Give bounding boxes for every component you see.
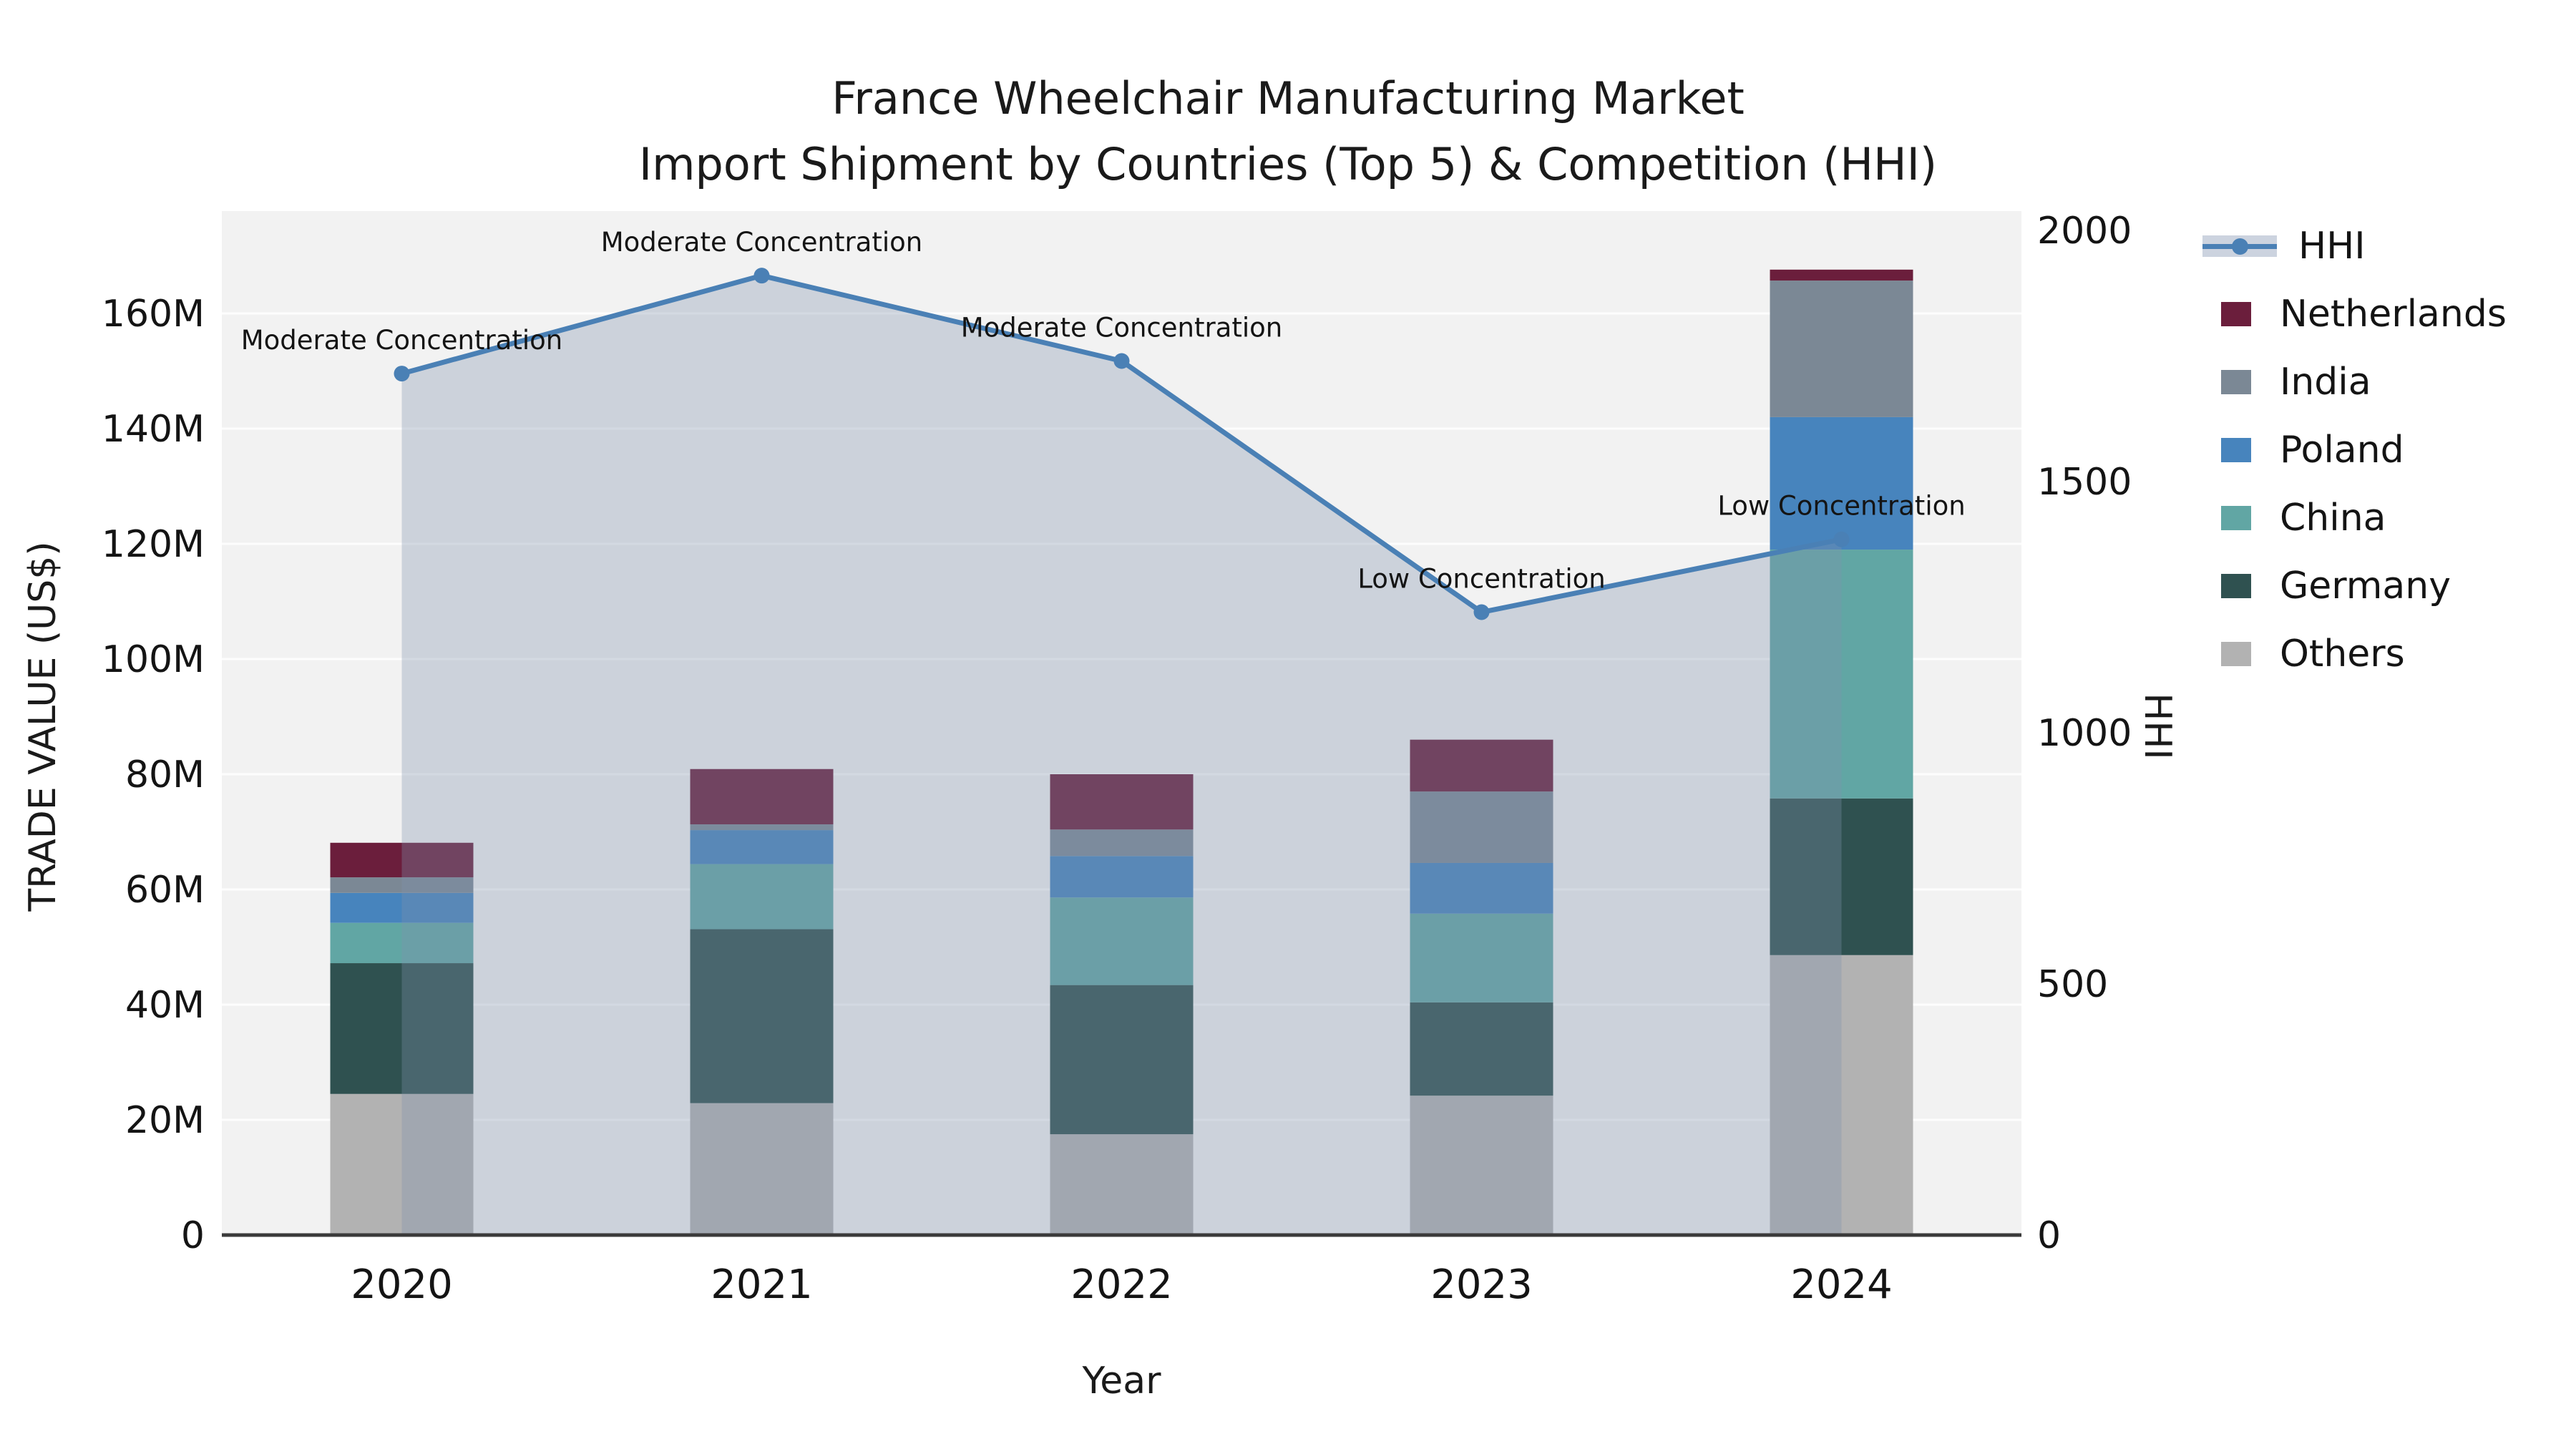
x-axis-title: Year	[1082, 1360, 1161, 1402]
annotation-2021: Moderate Concentration	[601, 227, 922, 258]
bar-segment-netherlands-2023	[1410, 739, 1553, 792]
legend-label-germany: Germany	[2280, 565, 2451, 608]
x-tick-2021: 2021	[711, 1262, 813, 1308]
legend-label-india: India	[2280, 361, 2371, 404]
y-left-tick-80M: 80M	[125, 753, 205, 796]
x-tick-2022: 2022	[1070, 1262, 1173, 1308]
bar-segment-china-2023	[1410, 913, 1553, 1002]
bar-segment-germany-2024	[1770, 798, 1913, 955]
x-tick-2020: 2020	[351, 1262, 453, 1308]
legend-swatch-india	[2221, 370, 2251, 394]
bar-segment-germany-2022	[1050, 985, 1194, 1135]
bar-segment-china-2021	[690, 864, 834, 930]
legend-item-germany: Germany	[2202, 563, 2507, 609]
bar-segment-poland-2021	[690, 830, 834, 864]
legend-label-netherlands: Netherlands	[2280, 293, 2507, 336]
legend-item-others: Others	[2202, 631, 2507, 677]
bar-segment-india-2024	[1770, 280, 1913, 417]
hhi-legend-marker-icon	[2202, 235, 2277, 257]
bar-segment-china-2022	[1050, 897, 1194, 985]
bar-segment-netherlands-2021	[690, 769, 834, 825]
legend-item-india: India	[2202, 359, 2507, 405]
bar-segment-others-2024	[1770, 955, 1913, 1235]
legend-item-china: China	[2202, 495, 2507, 541]
y-left-tick-20M: 20M	[125, 1099, 205, 1142]
y-left-tick-0: 0	[181, 1214, 205, 1257]
legend-swatch-netherlands	[2221, 302, 2251, 326]
bar-segment-india-2021	[690, 824, 834, 831]
bar-segment-india-2022	[1050, 829, 1194, 857]
legend-swatch-others	[2221, 642, 2251, 666]
chart-title-line2: Import Shipment by Countries (Top 5) & C…	[638, 137, 1938, 190]
hhi-marker-2022	[1113, 353, 1130, 369]
x-tick-2024: 2024	[1790, 1262, 1893, 1308]
y-right-tick-1000: 1000	[2037, 712, 2132, 755]
hhi-marker-2021	[753, 268, 770, 284]
bar-segment-netherlands-2020	[330, 842, 474, 878]
bar-segment-others-2021	[690, 1103, 834, 1235]
x-tick-2023: 2023	[1430, 1262, 1533, 1308]
hhi-marker-2020	[394, 366, 410, 382]
y-left-tick-40M: 40M	[125, 984, 205, 1027]
legend-label-poland: Poland	[2280, 429, 2404, 472]
bar-segment-others-2020	[330, 1093, 474, 1235]
y-right-tick-1500: 1500	[2037, 461, 2132, 504]
hhi-area	[401, 275, 1842, 1236]
legend-swatch-china	[2221, 506, 2251, 530]
y-left-tick-120M: 120M	[102, 523, 205, 566]
bar-segment-india-2020	[330, 877, 474, 893]
bar-segment-india-2023	[1410, 791, 1553, 863]
hhi-marker-2023	[1473, 604, 1490, 620]
bar-segment-netherlands-2024	[1770, 269, 1913, 281]
annotation-2022: Moderate Concentration	[961, 313, 1282, 343]
legend-swatch-poland	[2221, 438, 2251, 462]
bar-segment-china-2024	[1770, 550, 1913, 799]
bar-segment-poland-2022	[1050, 856, 1194, 898]
y-left-tick-100M: 100M	[102, 638, 205, 681]
bar-segment-germany-2021	[690, 929, 834, 1103]
bar-segment-poland-2023	[1410, 862, 1553, 914]
legend-label-china: China	[2280, 497, 2386, 540]
chart-title-line1: France Wheelchair Manufacturing Market	[831, 72, 1745, 125]
y-right-tick-0: 0	[2037, 1214, 2061, 1257]
bar-segment-germany-2023	[1410, 1002, 1553, 1096]
bar-segment-germany-2020	[330, 963, 474, 1094]
bar-segment-others-2023	[1410, 1096, 1553, 1235]
annotation-2023: Low Concentration	[1357, 564, 1605, 595]
legend: HHI Netherlands India Poland China Germany Oth…	[2202, 223, 2507, 677]
bar-segment-china-2020	[330, 922, 474, 964]
chart-title: France Wheelchair Manufacturing Market I…	[0, 66, 2576, 197]
y-axis-title-right: HHI	[2136, 693, 2179, 760]
annotation-2020: Moderate Concentration	[241, 325, 562, 356]
legend-item-hhi: HHI	[2202, 223, 2507, 269]
legend-label-others: Others	[2280, 633, 2405, 675]
y-left-tick-160M: 160M	[102, 293, 205, 336]
y-right-tick-500: 500	[2037, 963, 2108, 1006]
y-axis-title-left: TRADE VALUE (US$)	[21, 541, 64, 912]
hhi-marker-2024	[1833, 531, 1850, 547]
annotation-2024: Low Concentration	[1717, 491, 1965, 522]
bar-segment-netherlands-2022	[1050, 774, 1194, 830]
legend-label-hhi: HHI	[2298, 225, 2366, 268]
bar-segment-poland-2024	[1770, 416, 1913, 550]
y-left-tick-60M: 60M	[125, 869, 205, 912]
legend-item-netherlands: Netherlands	[2202, 291, 2507, 337]
bar-segment-poland-2020	[330, 892, 474, 923]
legend-item-poland: Poland	[2202, 427, 2507, 473]
y-left-tick-140M: 140M	[102, 408, 205, 451]
legend-swatch-germany	[2221, 574, 2251, 598]
bar-segment-others-2022	[1050, 1134, 1194, 1235]
y-right-tick-2000: 2000	[2037, 210, 2132, 253]
